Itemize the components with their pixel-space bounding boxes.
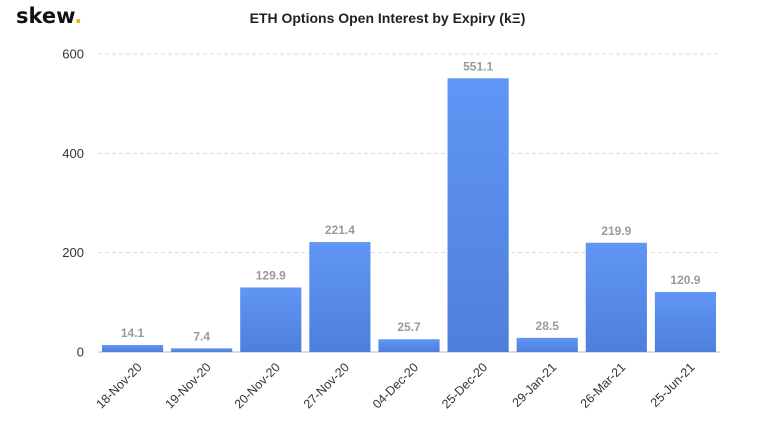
logo-text: skew <box>16 4 75 28</box>
data-label: 14.1 <box>121 326 145 340</box>
data-label: 551.1 <box>463 59 493 73</box>
bar <box>516 337 578 352</box>
skew-logo: skew. <box>16 4 82 28</box>
bar <box>585 242 647 352</box>
data-label: 7.4 <box>193 329 210 343</box>
y-tick-label: 0 <box>77 345 84 360</box>
x-tick-label: 25-Jun-21 <box>648 360 698 410</box>
chart-title: ETH Options Open Interest by Expiry (kΞ) <box>249 10 526 26</box>
data-label: 28.5 <box>536 319 560 333</box>
x-tick-label: 25-Dec-20 <box>439 360 490 411</box>
x-tick-label: 27-Nov-20 <box>301 360 352 411</box>
bar <box>240 287 302 352</box>
y-axis-ticks: 0 200 400 600 <box>62 47 84 360</box>
bar <box>447 78 509 353</box>
data-labels: 14.1 7.4 129.9 221.4 25.7 551.1 28.5 219.9 120.9 <box>121 59 701 343</box>
y-tick-label: 600 <box>62 47 84 62</box>
x-tick-label: 04-Dec-20 <box>370 360 421 411</box>
x-tick-label: 26-Mar-21 <box>578 360 629 411</box>
x-axis-ticks: 18-Nov-20 19-Nov-20 20-Nov-20 27-Nov-20 04-D… <box>94 360 698 411</box>
data-label: 120.9 <box>670 273 700 287</box>
bar <box>654 291 717 352</box>
data-label: 221.4 <box>325 223 355 237</box>
x-tick-label: 19-Nov-20 <box>163 360 214 411</box>
bar <box>309 242 371 352</box>
bars <box>101 78 717 353</box>
bar <box>378 339 440 352</box>
x-tick-label: 20-Nov-20 <box>232 360 283 411</box>
data-label: 25.7 <box>397 320 421 334</box>
x-tick-label: 18-Nov-20 <box>94 360 145 411</box>
y-tick-label: 200 <box>62 245 84 260</box>
x-tick-label: 29-Jan-21 <box>510 360 560 410</box>
bar <box>171 348 233 352</box>
logo-dot: . <box>74 4 83 28</box>
data-label: 129.9 <box>256 268 286 282</box>
bar <box>101 344 164 352</box>
data-label: 219.9 <box>601 224 631 238</box>
y-tick-label: 400 <box>62 146 84 161</box>
